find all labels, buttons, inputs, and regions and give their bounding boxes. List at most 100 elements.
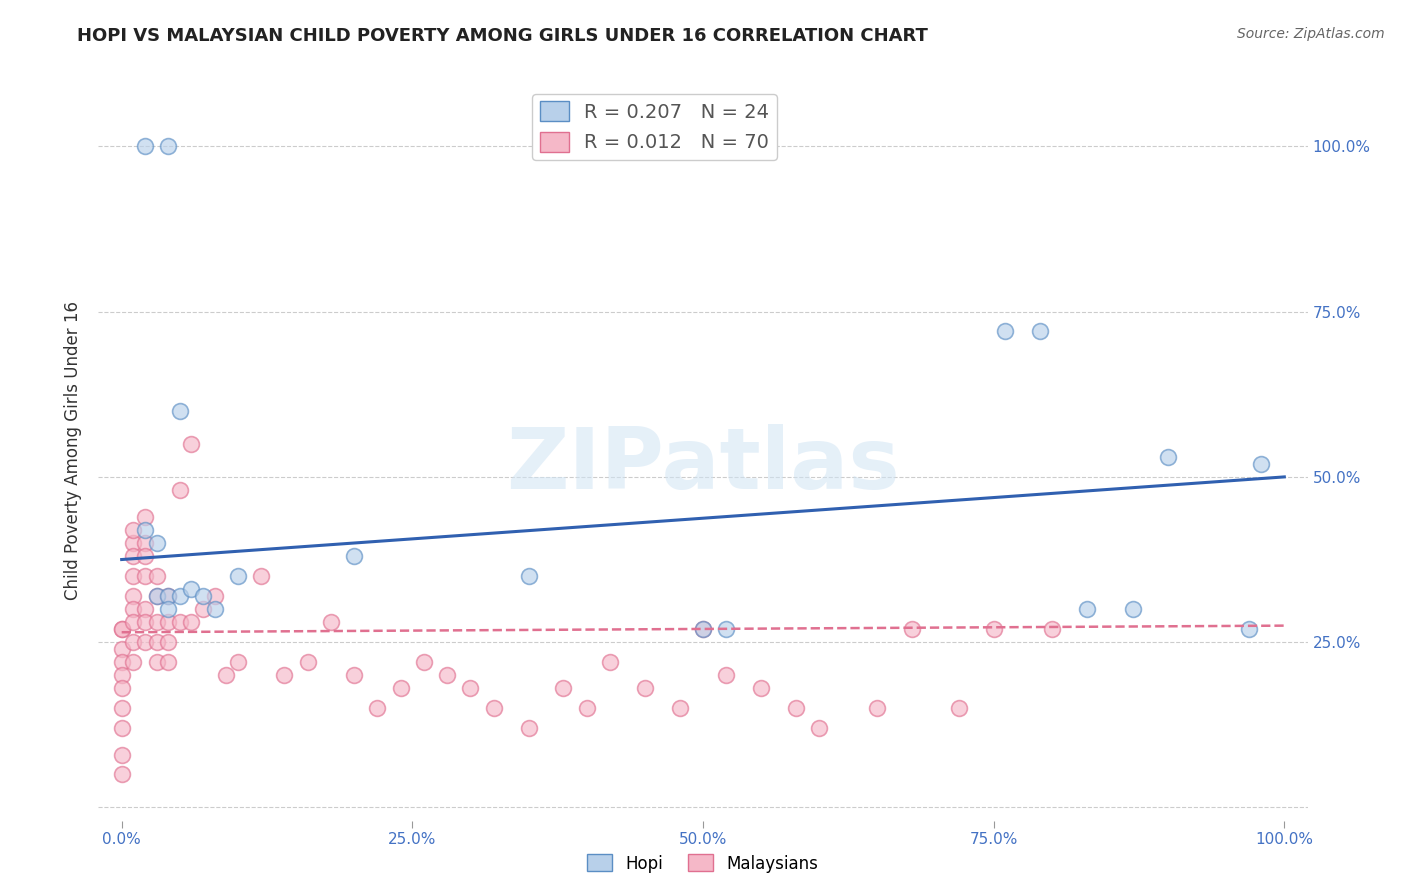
Point <box>157 589 180 603</box>
Point <box>1076 602 1098 616</box>
Point <box>1122 602 1144 616</box>
Point <box>948 701 970 715</box>
Point <box>145 635 167 649</box>
Point <box>191 589 214 603</box>
Point <box>343 549 366 564</box>
Point <box>436 668 458 682</box>
Point <box>157 655 180 669</box>
Point <box>575 701 598 715</box>
Point <box>122 655 145 669</box>
Point <box>134 549 156 564</box>
Point <box>145 536 167 550</box>
Point <box>122 615 145 630</box>
Point <box>122 523 145 537</box>
Point <box>157 615 180 630</box>
Point <box>111 701 134 715</box>
Legend: Hopi, Malaysians: Hopi, Malaysians <box>581 847 825 880</box>
Point <box>111 641 134 656</box>
Point <box>191 602 214 616</box>
Point <box>180 582 202 597</box>
Point <box>785 701 807 715</box>
Point <box>180 615 202 630</box>
Point <box>983 622 1005 636</box>
Point <box>1250 457 1272 471</box>
Point <box>111 668 134 682</box>
Point <box>1029 325 1052 339</box>
Text: HOPI VS MALAYSIAN CHILD POVERTY AMONG GIRLS UNDER 16 CORRELATION CHART: HOPI VS MALAYSIAN CHILD POVERTY AMONG GI… <box>77 27 928 45</box>
Point <box>134 635 156 649</box>
Point <box>122 589 145 603</box>
Point <box>716 622 738 636</box>
Point <box>599 655 621 669</box>
Point <box>134 615 156 630</box>
Point <box>866 701 889 715</box>
Point <box>343 668 366 682</box>
Point <box>145 569 167 583</box>
Point <box>169 615 191 630</box>
Text: ZIPatlas: ZIPatlas <box>506 424 900 507</box>
Text: Source: ZipAtlas.com: Source: ZipAtlas.com <box>1237 27 1385 41</box>
Point <box>134 523 156 537</box>
Point <box>692 622 714 636</box>
Y-axis label: Child Poverty Among Girls Under 16: Child Poverty Among Girls Under 16 <box>65 301 83 600</box>
Point <box>134 139 156 153</box>
Point <box>273 668 295 682</box>
Point <box>122 635 145 649</box>
Point <box>226 569 249 583</box>
Point <box>716 668 738 682</box>
Point <box>145 589 167 603</box>
Point <box>145 589 167 603</box>
Point <box>157 139 180 153</box>
Point <box>111 655 134 669</box>
Point <box>180 437 202 451</box>
Point <box>169 589 191 603</box>
Point <box>134 509 156 524</box>
Point <box>517 569 540 583</box>
Point <box>366 701 388 715</box>
Point <box>668 701 690 715</box>
Point <box>901 622 924 636</box>
Point <box>297 655 319 669</box>
Point <box>145 655 167 669</box>
Point <box>157 602 180 616</box>
Point <box>145 615 167 630</box>
Point <box>413 655 436 669</box>
Point <box>122 602 145 616</box>
Point <box>634 681 657 696</box>
Point <box>749 681 772 696</box>
Point <box>111 767 134 781</box>
Point <box>226 655 249 669</box>
Point <box>157 589 180 603</box>
Point <box>169 483 191 497</box>
Legend: R = 0.207   N = 24, R = 0.012   N = 70: R = 0.207 N = 24, R = 0.012 N = 70 <box>531 94 778 160</box>
Point <box>134 569 156 583</box>
Point <box>111 721 134 735</box>
Point <box>517 721 540 735</box>
Point <box>122 549 145 564</box>
Point <box>169 404 191 418</box>
Point <box>1040 622 1063 636</box>
Point <box>215 668 238 682</box>
Point <box>204 602 226 616</box>
Point <box>319 615 342 630</box>
Point <box>157 635 180 649</box>
Point <box>460 681 482 696</box>
Point <box>122 569 145 583</box>
Point <box>111 622 134 636</box>
Point <box>204 589 226 603</box>
Point <box>134 602 156 616</box>
Point <box>808 721 831 735</box>
Point <box>1239 622 1261 636</box>
Point <box>111 747 134 762</box>
Point <box>482 701 505 715</box>
Point <box>692 622 714 636</box>
Point <box>250 569 273 583</box>
Point <box>111 622 134 636</box>
Point <box>994 325 1017 339</box>
Point <box>553 681 575 696</box>
Point <box>134 536 156 550</box>
Point <box>122 536 145 550</box>
Point <box>389 681 412 696</box>
Point <box>111 681 134 696</box>
Point <box>1157 450 1180 464</box>
